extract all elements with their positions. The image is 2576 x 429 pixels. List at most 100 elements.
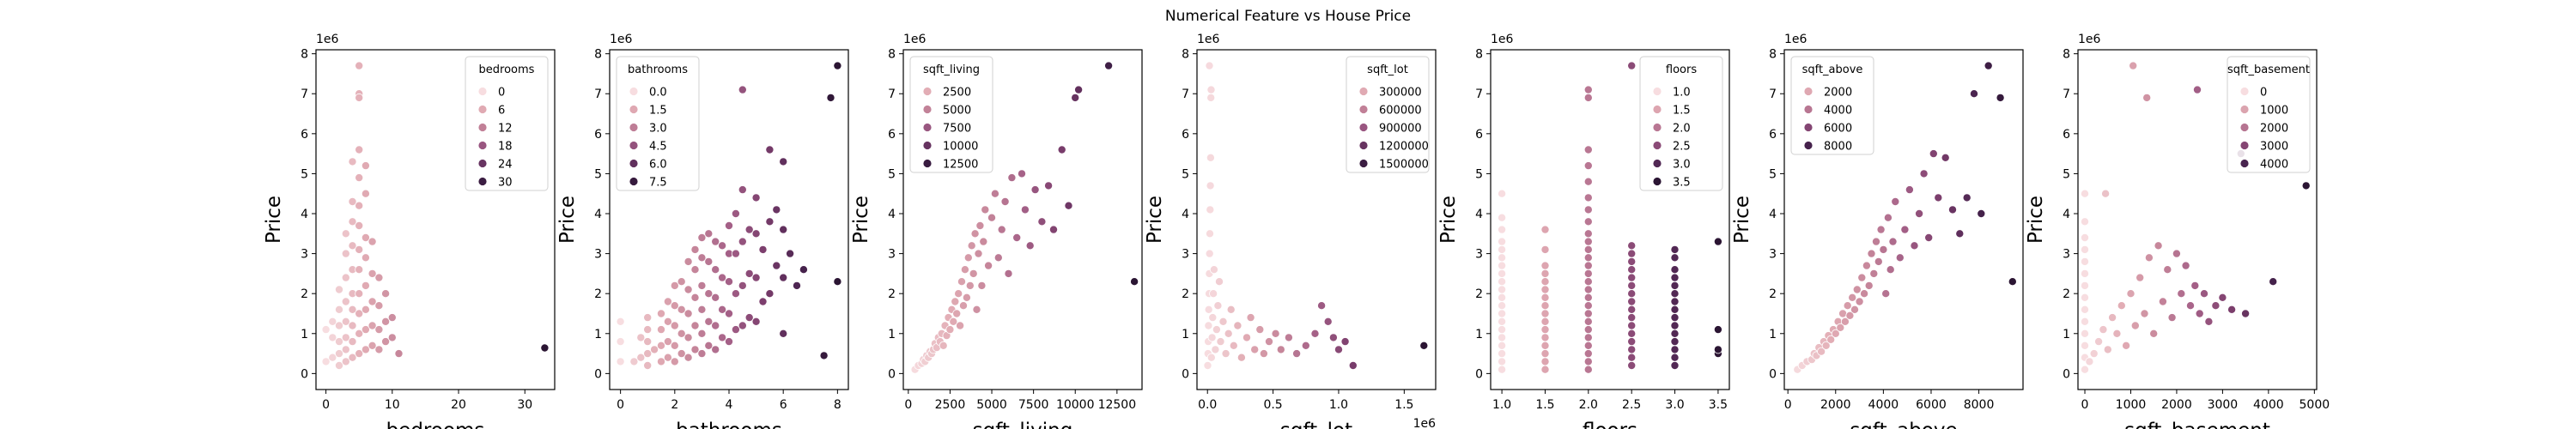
data-point[interactable] (1583, 261, 1593, 270)
data-point[interactable] (1044, 181, 1054, 190)
data-point[interactable] (1211, 345, 1220, 354)
data-point[interactable] (1670, 253, 1680, 263)
data-point[interactable] (1934, 193, 1943, 202)
data-point[interactable] (1855, 297, 1864, 306)
data-point[interactable] (1713, 237, 1722, 246)
data-point[interactable] (657, 309, 666, 318)
data-point[interactable] (1206, 181, 1215, 190)
data-point[interactable] (1845, 311, 1855, 320)
data-point[interactable] (1205, 61, 1214, 70)
data-point[interactable] (683, 353, 693, 362)
data-point[interactable] (1498, 237, 1507, 246)
data-point[interactable] (1924, 233, 1934, 242)
data-point[interactable] (2094, 337, 2104, 347)
data-point[interactable] (1074, 85, 1084, 94)
data-point[interactable] (334, 349, 343, 359)
data-point[interactable] (368, 341, 377, 350)
data-point[interactable] (1627, 289, 1637, 299)
data-point[interactable] (972, 305, 981, 314)
data-point[interactable] (1881, 289, 1891, 299)
data-point[interactable] (2080, 365, 2089, 374)
data-point[interactable] (765, 289, 775, 299)
data-point[interactable] (1540, 285, 1550, 294)
data-point[interactable] (1323, 317, 1333, 326)
data-point[interactable] (939, 341, 948, 350)
data-point[interactable] (690, 293, 700, 302)
data-point[interactable] (1583, 333, 1593, 342)
data-point[interactable] (374, 273, 384, 282)
data-point[interactable] (334, 285, 343, 294)
data-point[interactable] (1012, 233, 1022, 242)
data-point[interactable] (1540, 341, 1550, 350)
data-point[interactable] (965, 281, 975, 290)
data-point[interactable] (1627, 257, 1637, 266)
data-point[interactable] (2108, 313, 2117, 323)
data-point[interactable] (758, 245, 768, 254)
data-point[interactable] (738, 85, 747, 94)
data-point[interactable] (348, 196, 357, 206)
data-point[interactable] (2154, 241, 2163, 251)
data-point[interactable] (718, 305, 727, 314)
data-point[interactable] (387, 333, 397, 342)
data-point[interactable] (636, 353, 646, 362)
data-point[interactable] (1000, 196, 1010, 206)
data-point[interactable] (683, 309, 693, 318)
data-point[interactable] (731, 249, 740, 258)
data-point[interactable] (374, 345, 384, 354)
data-point[interactable] (2080, 245, 2089, 254)
data-point[interactable] (2008, 277, 2017, 287)
data-point[interactable] (718, 241, 727, 251)
data-point[interactable] (1915, 208, 1924, 218)
data-point[interactable] (1498, 333, 1507, 342)
data-point[interactable] (1317, 301, 1327, 311)
data-point[interactable] (1207, 333, 1217, 342)
data-point[interactable] (2211, 301, 2221, 311)
data-point[interactable] (1862, 261, 1871, 270)
data-point[interactable] (1540, 293, 1550, 302)
data-point[interactable] (977, 281, 987, 290)
data-point[interactable] (1540, 325, 1550, 335)
data-point[interactable] (348, 337, 357, 347)
data-point[interactable] (1221, 349, 1230, 359)
data-point[interactable] (1498, 309, 1507, 318)
data-point[interactable] (670, 281, 679, 290)
data-point[interactable] (1498, 301, 1507, 311)
data-point[interactable] (1627, 337, 1637, 347)
data-point[interactable] (1583, 349, 1593, 359)
data-point[interactable] (826, 93, 835, 102)
data-point[interactable] (1203, 360, 1212, 370)
data-point[interactable] (355, 145, 364, 154)
data-point[interactable] (341, 357, 350, 366)
data-point[interactable] (2241, 309, 2251, 318)
data-point[interactable] (1929, 149, 1938, 159)
data-point[interactable] (381, 289, 391, 299)
data-point[interactable] (2177, 289, 2186, 299)
data-point[interactable] (1977, 208, 1986, 218)
data-point[interactable] (328, 317, 337, 326)
data-point[interactable] (2195, 309, 2204, 318)
data-point[interactable] (744, 269, 754, 278)
data-point[interactable] (341, 229, 350, 239)
data-point[interactable] (663, 337, 672, 347)
data-point[interactable] (1821, 341, 1831, 350)
data-point[interactable] (643, 360, 653, 370)
data-point[interactable] (799, 265, 808, 275)
data-point[interactable] (990, 189, 999, 198)
data-point[interactable] (1836, 323, 1845, 332)
data-point[interactable] (328, 333, 337, 342)
data-point[interactable] (1627, 273, 1637, 282)
data-point[interactable] (1583, 193, 1593, 202)
data-point[interactable] (1627, 265, 1637, 275)
data-point[interactable] (1025, 241, 1035, 251)
data-point[interactable] (677, 329, 686, 338)
data-point[interactable] (1209, 289, 1218, 299)
data-point[interactable] (1271, 329, 1280, 338)
data-point[interactable] (1540, 349, 1550, 359)
data-point[interactable] (1310, 329, 1320, 338)
data-point[interactable] (2099, 325, 2108, 335)
data-point[interactable] (1583, 217, 1593, 227)
data-point[interactable] (334, 305, 343, 314)
data-point[interactable] (1540, 357, 1550, 366)
data-point[interactable] (1627, 329, 1637, 338)
data-point[interactable] (833, 277, 842, 287)
